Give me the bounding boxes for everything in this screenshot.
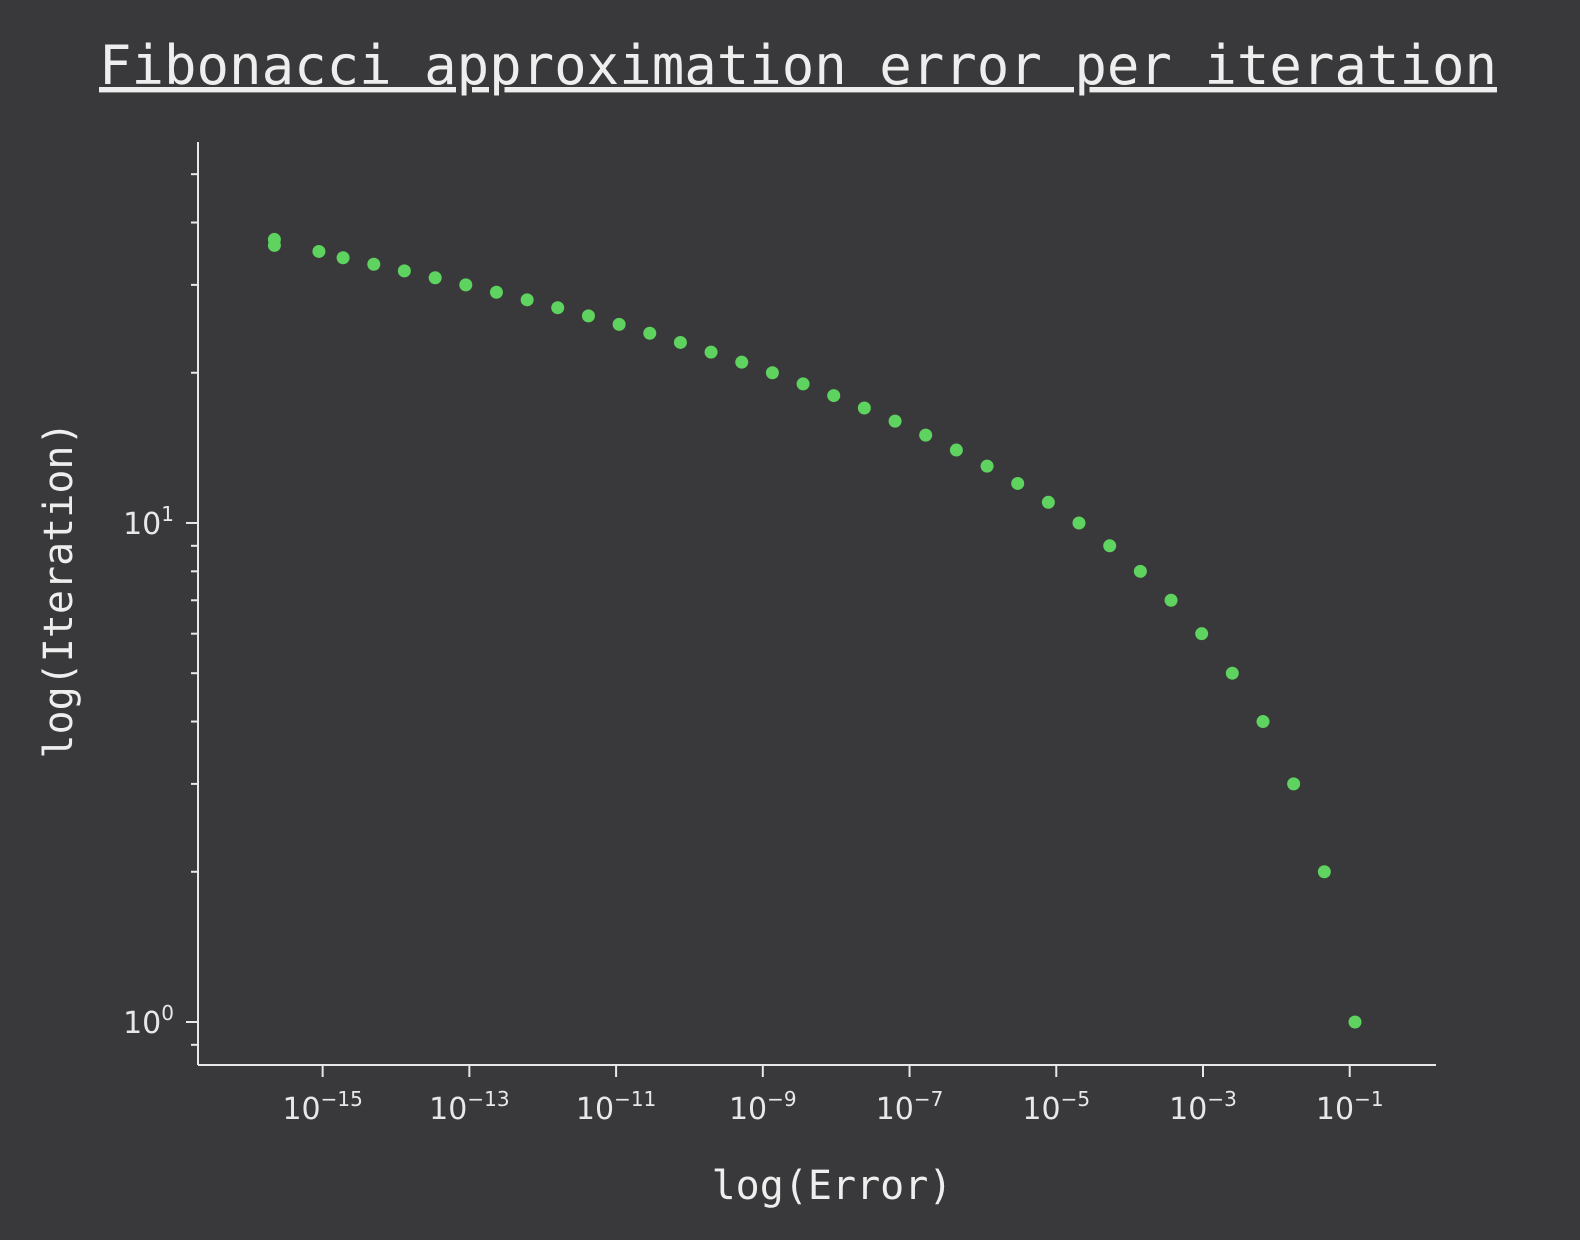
data-point: [1133, 564, 1147, 578]
x-tick-label: 10−5: [1022, 1087, 1090, 1127]
x-axis-label: log(Error): [712, 1163, 953, 1209]
data-point: [1256, 715, 1270, 729]
x-tick-base: 10: [576, 1092, 614, 1127]
chart-title: Fibonacci approximation error per iterat…: [99, 34, 1497, 97]
y-tick-exponent: 1: [161, 502, 174, 526]
y-tick-base: 10: [123, 507, 161, 542]
x-tick-label: 10−7: [876, 1087, 944, 1127]
data-point: [857, 401, 871, 415]
data-point: [980, 459, 994, 473]
x-tick-label: 10−3: [1169, 1087, 1237, 1127]
y-tick-label: 101: [123, 502, 174, 542]
x-tick-base: 10: [429, 1092, 467, 1127]
data-point: [267, 232, 281, 246]
x-tick-label: 10−15: [282, 1087, 362, 1127]
data-point: [949, 443, 963, 457]
x-tick-exponent: −7: [914, 1087, 943, 1111]
data-point: [489, 285, 503, 299]
data-point: [367, 257, 381, 271]
data-point: [673, 335, 687, 349]
data-point: [520, 293, 534, 307]
data-point: [336, 251, 350, 265]
data-point: [1072, 516, 1086, 530]
x-axis-ticks: 10−15 10−13 10−11 10−9 10−7 10−5 10−3 10−1: [282, 1065, 1384, 1127]
data-point: [1103, 539, 1117, 553]
data-point: [765, 366, 779, 380]
data-point: [459, 278, 473, 292]
plot-area: [197, 142, 1436, 1066]
data-point: [1011, 476, 1025, 490]
x-tick-exponent: −1: [1354, 1087, 1383, 1111]
data-point: [643, 326, 657, 340]
data-point: [1348, 1015, 1362, 1029]
y-axis-label: log(Iteration): [36, 421, 82, 758]
x-tick-label: 10−13: [429, 1087, 509, 1127]
data-point: [796, 377, 810, 391]
x-tick-exponent: −13: [467, 1087, 509, 1111]
x-tick-base: 10: [1316, 1092, 1354, 1127]
x-tick-base: 10: [1169, 1092, 1207, 1127]
data-point: [581, 309, 595, 323]
data-point: [704, 345, 718, 359]
x-tick-exponent: −3: [1207, 1087, 1236, 1111]
x-tick-label: 10−1: [1316, 1087, 1384, 1127]
x-tick-exponent: −11: [614, 1087, 656, 1111]
data-point: [1195, 627, 1209, 641]
data-point: [1317, 865, 1331, 879]
data-point: [612, 317, 626, 331]
x-tick-exponent: −15: [321, 1087, 363, 1111]
y-tick-label: 100: [123, 1001, 174, 1041]
data-point: [1225, 666, 1239, 680]
y-tick-base: 10: [123, 1006, 161, 1041]
data-point: [919, 428, 933, 442]
x-tick-exponent: −9: [767, 1087, 796, 1111]
data-point: [735, 355, 749, 369]
data-point: [1287, 777, 1301, 791]
x-tick-exponent: −5: [1061, 1087, 1090, 1111]
x-tick-base: 10: [729, 1092, 767, 1127]
data-point: [827, 389, 841, 403]
data-point: [312, 244, 326, 258]
x-tick-label: 10−11: [576, 1087, 656, 1127]
data-point: [1041, 495, 1055, 509]
data-point: [551, 301, 565, 315]
data-point: [888, 414, 902, 428]
data-point: [397, 264, 411, 278]
data-point: [1164, 593, 1178, 607]
y-tick-exponent: 0: [161, 1001, 174, 1025]
x-tick-base: 10: [282, 1092, 320, 1127]
data-points: [267, 232, 1362, 1029]
x-tick-base: 10: [876, 1092, 914, 1127]
x-tick-label: 10−9: [729, 1087, 797, 1127]
data-point: [428, 271, 442, 285]
x-tick-base: 10: [1022, 1092, 1060, 1127]
